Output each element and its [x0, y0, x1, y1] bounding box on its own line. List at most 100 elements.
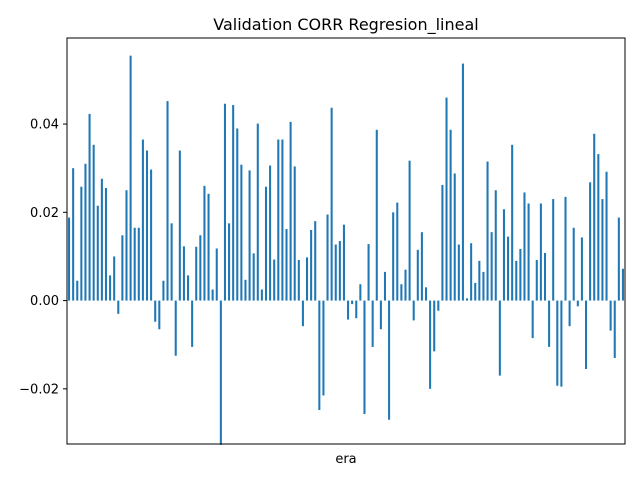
- bar: [248, 170, 251, 301]
- bar: [617, 217, 620, 301]
- bar: [466, 298, 469, 301]
- bar: [392, 212, 395, 301]
- bar: [367, 244, 370, 301]
- bar: [84, 163, 87, 301]
- bar: [277, 139, 280, 301]
- bar: [141, 139, 144, 301]
- bar: [404, 269, 407, 301]
- bar: [408, 160, 411, 301]
- bar: [113, 256, 116, 301]
- bar: [76, 280, 79, 301]
- bar: [564, 196, 567, 301]
- bar: [269, 165, 272, 301]
- bar: [585, 300, 588, 369]
- bar: [621, 268, 624, 301]
- bar: [207, 193, 210, 301]
- bar: [72, 168, 75, 301]
- bar: [195, 246, 198, 301]
- bar: [482, 271, 485, 301]
- bar: [535, 259, 538, 301]
- y-tick-label: 0.04: [30, 118, 59, 133]
- bar: [351, 300, 354, 305]
- bar: [400, 284, 403, 301]
- bar: [379, 300, 382, 330]
- bar: [359, 284, 362, 301]
- plot-frame: [66, 37, 626, 445]
- bar: [92, 144, 95, 301]
- bar: [104, 188, 107, 301]
- bar: [137, 227, 140, 301]
- bars-group: [68, 55, 624, 445]
- bar: [556, 300, 559, 386]
- bar: [502, 209, 505, 301]
- bar: [338, 241, 341, 301]
- bar: [490, 232, 493, 301]
- bar: [310, 229, 313, 301]
- bar: [593, 133, 596, 301]
- bar: [174, 300, 177, 356]
- bar: [203, 185, 206, 301]
- bar: [412, 300, 415, 321]
- bar: [240, 164, 243, 301]
- bar: [363, 300, 366, 414]
- bar: [355, 300, 358, 319]
- bar: [486, 161, 489, 301]
- bar: [453, 173, 456, 301]
- bar: [166, 101, 169, 301]
- bar: [507, 236, 510, 301]
- bar: [330, 107, 333, 301]
- bar: [527, 203, 530, 301]
- bar: [285, 229, 288, 301]
- bar: [80, 186, 83, 301]
- bar: [416, 249, 419, 301]
- bar: [461, 63, 464, 301]
- bar: [572, 227, 575, 301]
- y-tick-label: −0.02: [19, 382, 59, 397]
- bar: [125, 190, 128, 301]
- bar: [375, 129, 378, 301]
- bar: [494, 190, 497, 301]
- bar: [515, 260, 518, 301]
- bar: [178, 150, 181, 301]
- bar: [605, 171, 608, 301]
- bar: [597, 154, 600, 301]
- bar: [334, 244, 337, 301]
- bar: [445, 97, 448, 301]
- bar: [396, 202, 399, 301]
- bar: [589, 182, 592, 301]
- bar: [88, 113, 91, 301]
- bar: [519, 248, 522, 301]
- bar: [191, 300, 194, 347]
- x-axis-label: era: [335, 452, 356, 467]
- bar: [613, 300, 616, 358]
- bar: [511, 144, 514, 301]
- chart-title: Validation CORR Regresion_lineal: [213, 15, 478, 35]
- bar: [474, 282, 477, 301]
- bar: [211, 289, 214, 301]
- bar: [145, 150, 149, 301]
- bar: [96, 205, 99, 301]
- bar: [158, 300, 161, 330]
- bar: [326, 214, 329, 301]
- bar: [150, 169, 153, 301]
- bar: [548, 300, 551, 347]
- bar: [293, 166, 296, 301]
- bar: [609, 300, 612, 331]
- bar: [523, 192, 526, 301]
- bar: [187, 275, 190, 301]
- bar: [531, 300, 534, 339]
- bar: [133, 227, 136, 301]
- bar: [383, 271, 386, 301]
- bar: [170, 223, 173, 301]
- y-axis: −0.02 0.00 0.02 0.04: [19, 118, 67, 397]
- bar: [429, 300, 432, 389]
- bar: [223, 103, 226, 301]
- y-tick-label: 0.02: [30, 206, 59, 221]
- bar: [560, 300, 563, 387]
- bar: [109, 275, 112, 301]
- bar: [68, 217, 71, 301]
- bar: [297, 259, 300, 301]
- bar: [601, 199, 604, 301]
- bar: [322, 300, 325, 396]
